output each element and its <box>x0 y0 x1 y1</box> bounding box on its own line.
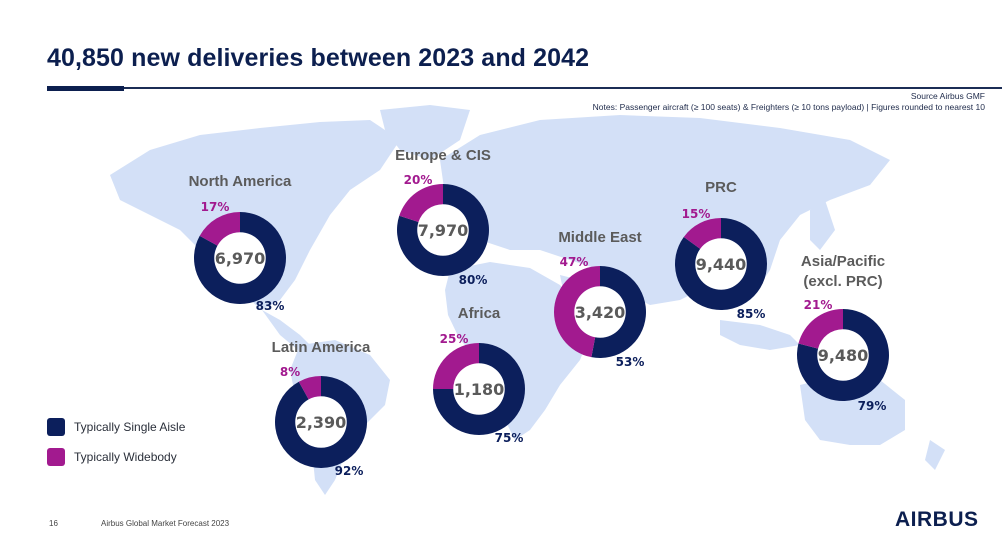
donut-europe-cis: 7,970 Europe & CIS 20% 80% <box>395 147 491 287</box>
title-underline <box>47 87 1002 89</box>
donut-middle-east: 3,420 Middle East 47% 53% <box>554 229 646 369</box>
legend-swatch-single-aisle <box>47 418 65 436</box>
land-mass <box>440 115 890 310</box>
donut-hole <box>214 232 266 284</box>
widebody-pct-label: 47% <box>560 255 589 269</box>
donut-total-label: 2,390 <box>296 413 347 432</box>
donut-total-label: 1,180 <box>454 380 505 399</box>
donut-hole <box>574 286 626 338</box>
legend-item-single-aisle: Typically Single Aisle <box>47 418 185 436</box>
donut-total-label: 7,970 <box>418 221 469 240</box>
donut-africa: 1,180 Africa 25% 75% <box>433 305 525 445</box>
slice-single-aisle <box>591 266 646 358</box>
donut-latin-america: 2,390 Latin America 8% 92% <box>272 339 371 478</box>
slice-widebody <box>683 218 721 249</box>
source-note: Source Airbus GMF <box>910 91 985 101</box>
single-aisle-pct-label: 85% <box>737 307 766 321</box>
donut-north-america: 6,970 North America 17% 83% <box>189 173 292 313</box>
airbus-logo: AIRBUS <box>895 508 979 531</box>
slice-single-aisle <box>675 218 767 310</box>
legend-label-widebody: Typically Widebody <box>74 450 177 464</box>
land-mass <box>925 440 945 470</box>
footer-text: Airbus Global Market Forecast 2023 <box>101 519 230 528</box>
footnote: Notes: Passenger aircraft (≥ 100 seats) … <box>592 102 985 112</box>
widebody-pct-label: 25% <box>440 332 469 346</box>
slice-widebody <box>298 376 321 400</box>
single-aisle-pct-label: 83% <box>256 299 285 313</box>
land-mass <box>810 200 835 250</box>
region-label: Africa <box>458 305 501 322</box>
slice-widebody <box>554 266 600 358</box>
donut-hole <box>453 363 505 415</box>
region-label: (excl. PRC) <box>803 273 882 290</box>
land-mass <box>720 320 800 350</box>
widebody-pct-label: 21% <box>804 298 833 312</box>
widebody-pct-label: 15% <box>682 207 711 221</box>
single-aisle-pct-label: 53% <box>616 355 645 369</box>
region-label: Middle East <box>558 229 641 246</box>
title-underline-accent <box>47 86 124 91</box>
slice-single-aisle <box>397 184 490 276</box>
widebody-pct-label: 8% <box>280 365 300 379</box>
widebody-pct-label: 17% <box>201 200 230 214</box>
slice-single-aisle <box>433 343 525 435</box>
slide-title: 40,850 new deliveries between 2023 and 2… <box>47 44 590 72</box>
donut-total-label: 6,970 <box>215 249 266 268</box>
single-aisle-pct-label: 75% <box>495 431 524 445</box>
donut-total-label: 3,420 <box>575 303 626 322</box>
donut-total-label: 9,480 <box>818 346 869 365</box>
donut-asia-pacific-excl-prc: 9,480 Asia/Pacific (excl. PRC) 21% 79% <box>797 253 890 413</box>
region-label: Asia/Pacific <box>801 253 885 270</box>
slice-widebody <box>433 343 479 389</box>
region-label: PRC <box>705 179 737 196</box>
donut-hole <box>695 238 747 290</box>
legend-item-widebody: Typically Widebody <box>47 448 177 466</box>
region-label: Europe & CIS <box>395 147 491 164</box>
land-mass <box>445 262 590 440</box>
donut-prc: 9,440 PRC 15% 85% <box>675 179 767 321</box>
page-number: 16 <box>49 519 58 528</box>
donut-hole <box>417 204 469 256</box>
slice-widebody <box>798 309 843 349</box>
slice-single-aisle <box>797 309 890 401</box>
slice-widebody <box>199 212 240 246</box>
widebody-pct-label: 20% <box>404 173 433 187</box>
slice-widebody <box>399 184 443 223</box>
donut-hole <box>817 329 869 381</box>
slice-single-aisle <box>275 376 367 468</box>
legend-swatch-widebody <box>47 448 65 466</box>
donut-total-label: 9,440 <box>696 255 747 274</box>
region-label: North America <box>189 173 292 190</box>
single-aisle-pct-label: 80% <box>459 273 488 287</box>
region-donuts: 6,970 North America 17% 83% 7,970 Europe & CI… <box>189 147 890 478</box>
donut-hole <box>295 396 347 448</box>
single-aisle-pct-label: 92% <box>335 464 364 478</box>
legend-label-single-aisle: Typically Single Aisle <box>74 420 186 434</box>
single-aisle-pct-label: 79% <box>858 399 887 413</box>
region-label: Latin America <box>272 339 371 356</box>
land-mass <box>262 310 310 350</box>
slice-single-aisle <box>194 211 287 304</box>
land-mass <box>380 105 470 160</box>
